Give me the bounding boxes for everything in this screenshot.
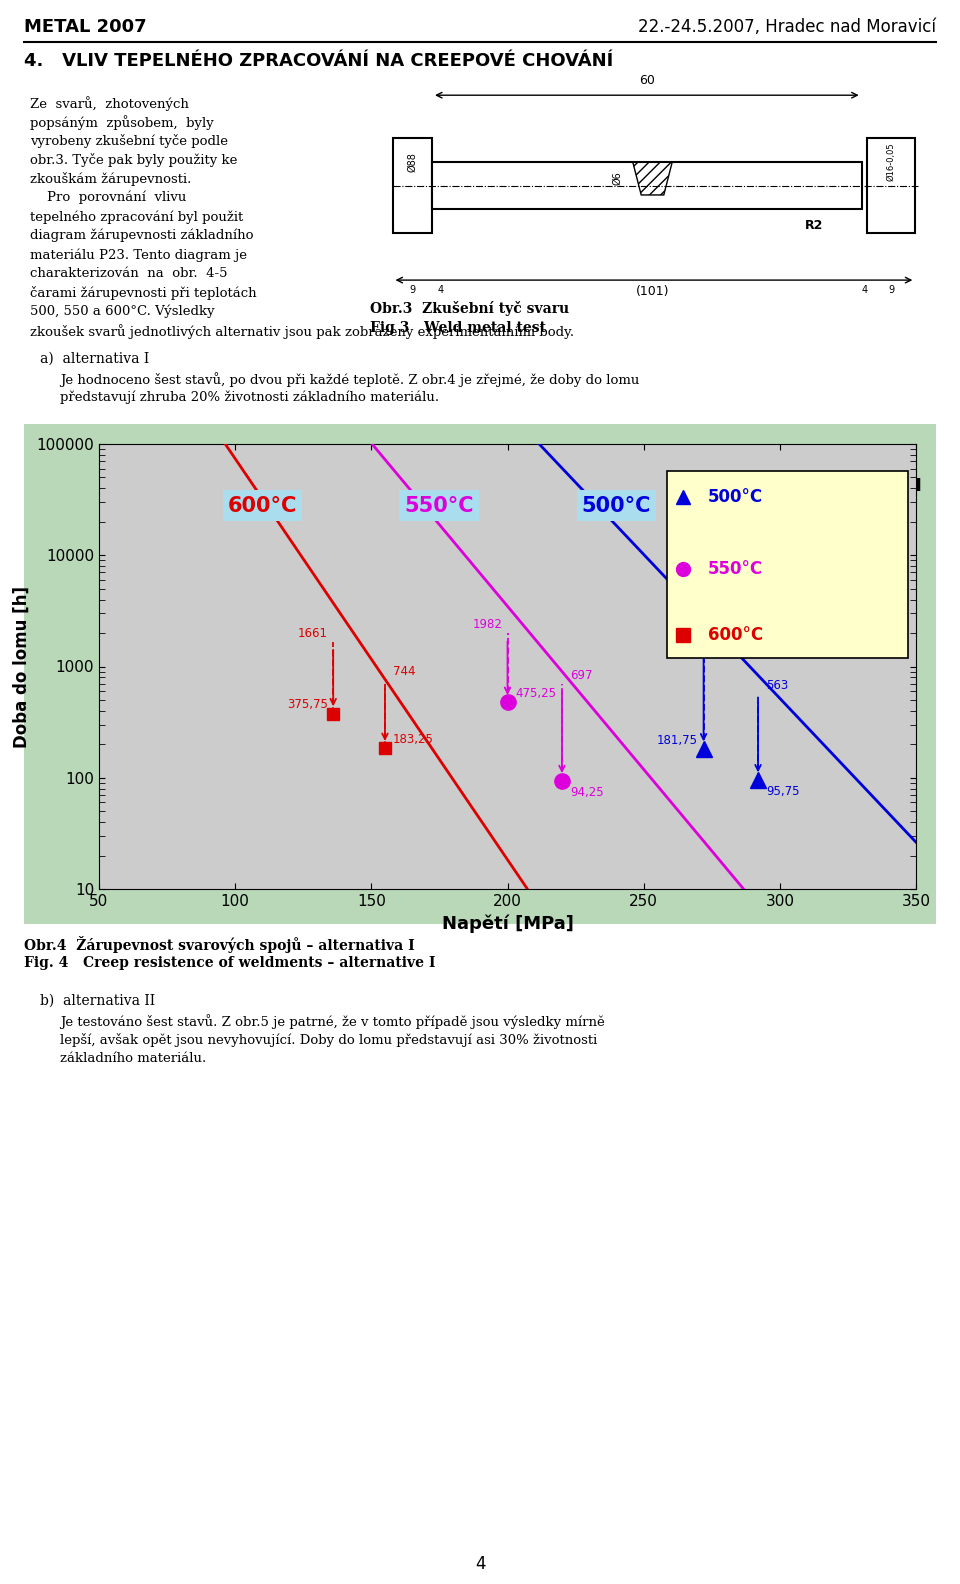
- Text: lepší, avšak opět jsou nevyhovující. Doby do lomu představují asi 30% životnosti: lepší, avšak opět jsou nevyhovující. Dob…: [60, 1033, 597, 1047]
- Text: 600°C: 600°C: [228, 496, 297, 515]
- Text: 1661: 1661: [298, 627, 327, 640]
- Text: a)  alternativa I: a) alternativa I: [40, 352, 149, 366]
- Text: 22.-24.5.2007, Hradec nad Moravicí: 22.-24.5.2007, Hradec nad Moravicí: [638, 17, 936, 36]
- Y-axis label: Doba do lomu [h]: Doba do lomu [h]: [12, 586, 31, 748]
- Text: tepelného zpracování byl použit: tepelného zpracování byl použit: [30, 211, 243, 223]
- Text: 550°C: 550°C: [708, 559, 763, 578]
- Text: obr.3. Tyče pak byly použity ke: obr.3. Tyče pak byly použity ke: [30, 154, 237, 166]
- Text: Alternativa I: Alternativa I: [796, 477, 922, 496]
- Text: Obr.3  Zkušební tyč svaru: Obr.3 Zkušební tyč svaru: [370, 301, 569, 315]
- Text: b)  alternativa II: b) alternativa II: [40, 995, 156, 1007]
- Text: 60: 60: [639, 74, 655, 87]
- Text: 1557: 1557: [711, 630, 741, 643]
- Text: 183,25: 183,25: [394, 733, 434, 746]
- Text: 563: 563: [766, 680, 788, 692]
- Text: Fig 3   Weld metal test: Fig 3 Weld metal test: [370, 322, 546, 334]
- Text: 9: 9: [409, 285, 416, 295]
- Text: 181,75: 181,75: [658, 733, 698, 746]
- Text: Ø88: Ø88: [407, 152, 418, 171]
- Text: 744: 744: [394, 665, 416, 678]
- Bar: [667, 470, 908, 657]
- Text: Pro  porovnání  vlivu: Pro porovnání vlivu: [30, 192, 186, 204]
- Text: 9: 9: [888, 285, 895, 295]
- Text: představují zhruba 20% životnosti základního materiálu.: představují zhruba 20% životnosti základ…: [60, 391, 439, 404]
- Text: 550°C: 550°C: [405, 496, 474, 515]
- Text: R2: R2: [805, 219, 824, 233]
- Text: Obr.4  Žárupevnost svarových spojů – alternativa I: Obr.4 Žárupevnost svarových spojů – alte…: [24, 936, 415, 954]
- Bar: [867, 138, 915, 233]
- Bar: [432, 162, 861, 209]
- Text: Je testováno šest stavů. Z obr.5 je patrné, že v tomto případě jsou výsledky mír: Je testováno šest stavů. Z obr.5 je patr…: [60, 1014, 605, 1030]
- Text: 697: 697: [570, 668, 592, 681]
- Text: materiálu P23. Tento diagram je: materiálu P23. Tento diagram je: [30, 249, 247, 261]
- Text: 1982: 1982: [472, 618, 502, 630]
- Text: diagram žárupevnosti základního: diagram žárupevnosti základního: [30, 230, 253, 242]
- Text: 500°C: 500°C: [708, 488, 763, 507]
- Text: 4.   VLIV TEPELNÉHO ZPRACOVÁNÍ NA CREEPOVÉ CHOVÁNÍ: 4. VLIV TEPELNÉHO ZPRACOVÁNÍ NA CREEPOVÉ…: [24, 52, 613, 70]
- Text: Ze  svarů,  zhotovených: Ze svarů, zhotovených: [30, 97, 189, 111]
- Text: 500°C: 500°C: [582, 496, 651, 515]
- Text: vyrobeny zkušební tyče podle: vyrobeny zkušební tyče podle: [30, 135, 228, 147]
- Text: METAL 2007: METAL 2007: [24, 17, 147, 36]
- Text: 4: 4: [861, 285, 868, 295]
- Bar: [393, 138, 432, 233]
- Text: Fig. 4   Creep resistence of weldments – alternative I: Fig. 4 Creep resistence of weldments – a…: [24, 957, 436, 969]
- Text: charakterizován  na  obr.  4-5: charakterizován na obr. 4-5: [30, 268, 228, 280]
- Text: 500, 550 a 600°C. Výsledky: 500, 550 a 600°C. Výsledky: [30, 306, 215, 318]
- Text: 600°C: 600°C: [708, 626, 763, 645]
- Text: základního materiálu.: základního materiálu.: [60, 1052, 206, 1064]
- Text: 94,25: 94,25: [570, 786, 604, 798]
- Text: popsáným  způsobem,  byly: popsáným způsobem, byly: [30, 116, 214, 130]
- Text: 4: 4: [437, 285, 444, 295]
- Text: (101): (101): [636, 285, 669, 298]
- Text: 475,25: 475,25: [516, 687, 557, 700]
- Text: Je hodnoceno šest stavů, po dvou při každé teplotě. Z obr.4 je zřejmé, že doby d: Je hodnoceno šest stavů, po dvou při kaž…: [60, 372, 639, 386]
- X-axis label: Napětí [MPa]: Napětí [MPa]: [442, 914, 573, 933]
- Text: zkoušek svarů jednotlivých alternativ jsou pak zobrazeny experimentálními body.: zkoušek svarů jednotlivých alternativ js…: [30, 325, 574, 339]
- Bar: [370, 78, 935, 293]
- Text: Ø16-0,05: Ø16-0,05: [887, 143, 896, 181]
- Bar: [24, 425, 936, 923]
- Text: Ø6: Ø6: [612, 171, 623, 185]
- Text: 375,75: 375,75: [287, 699, 327, 711]
- Text: zkouškám žárupevnosti.: zkouškám žárupevnosti.: [30, 173, 191, 185]
- Text: čarami žárupevnosti při teplotách: čarami žárupevnosti při teplotách: [30, 287, 256, 299]
- Text: 4: 4: [475, 1555, 485, 1573]
- Text: 95,75: 95,75: [766, 786, 800, 798]
